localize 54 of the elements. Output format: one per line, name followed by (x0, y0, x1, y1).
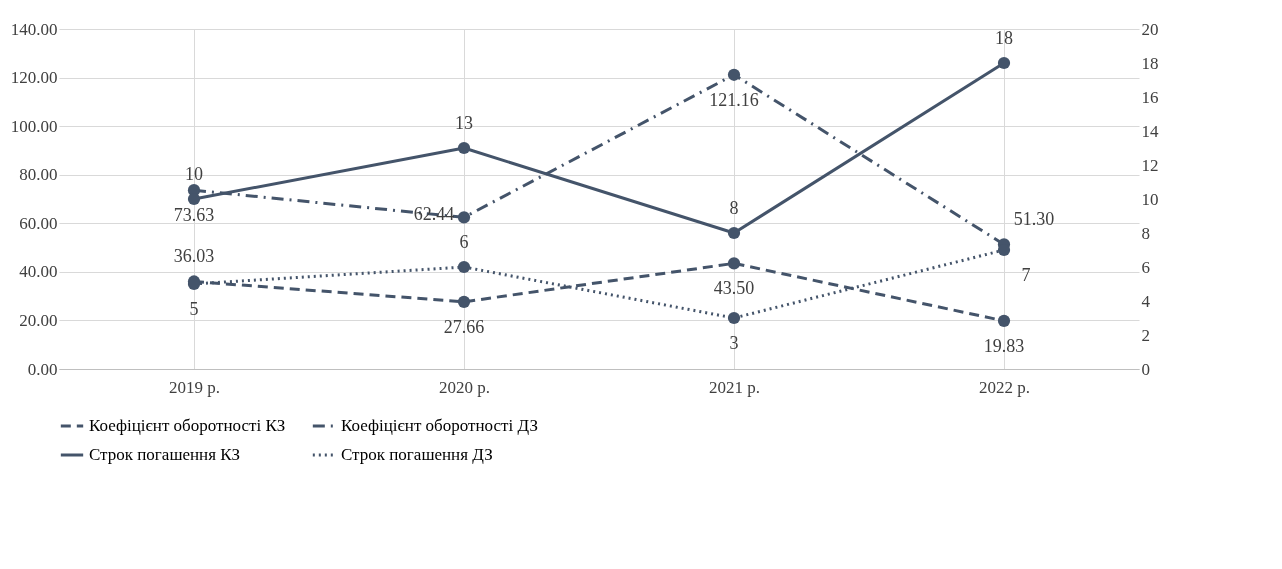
y2-tick-label: 20 (1141, 19, 1159, 39)
data-label: 5 (189, 299, 199, 319)
point (187, 192, 201, 206)
data-label: 36.03 (173, 246, 215, 267)
y-tick-label: 140.00 (10, 19, 58, 39)
y2-tick-label: 0 (1141, 359, 1150, 379)
y2-tick-label: 12 (1141, 155, 1159, 175)
y-tick-label: 60.00 (19, 213, 58, 233)
data-label: 8 (729, 198, 739, 218)
data-label: 13 (455, 113, 473, 133)
data-label: 51.30 (1013, 209, 1055, 230)
data-label: 27.66 (443, 316, 485, 337)
y2-tick-label: 2 (1141, 325, 1150, 345)
data-label: 10 (185, 164, 203, 184)
y2-tick-label: 18 (1141, 53, 1159, 73)
y-tick-label: 0.00 (27, 359, 58, 379)
data-label: 121.16 (709, 89, 759, 110)
y-tick-label: 120.00 (10, 68, 58, 88)
y-tick-label: 40.00 (19, 262, 58, 282)
data-label: 6 (459, 232, 469, 252)
y-tick-label: 80.00 (19, 165, 58, 185)
point (997, 56, 1011, 70)
x-tick-label: 2020 р. (439, 377, 490, 397)
point (727, 311, 741, 325)
legend-label: Коефіцієнт оборотності ДЗ (341, 416, 538, 435)
y2-tick-label: 10 (1141, 189, 1159, 209)
point (457, 141, 471, 155)
y2-tick-label: 6 (1141, 257, 1150, 277)
y2-tick-label: 16 (1141, 87, 1159, 107)
legend-label: Строк погашення ДЗ (341, 445, 493, 464)
data-label: 18 (995, 28, 1013, 48)
data-label: 73.63 (173, 205, 215, 226)
point (727, 68, 741, 81)
x-tick-label: 2019 р. (169, 377, 220, 397)
legend-label: Строк погашення КЗ (89, 445, 241, 464)
point (457, 260, 471, 274)
y2-tick-label: 14 (1141, 121, 1159, 141)
data-label: 7 (1021, 265, 1031, 285)
data-label: 19.83 (983, 335, 1025, 356)
point (457, 211, 471, 224)
x-tick-label: 2022 р. (979, 377, 1030, 397)
point (457, 295, 471, 308)
data-label: 62.44 (413, 204, 455, 225)
y2-tick-label: 4 (1141, 291, 1151, 311)
data-label: 3 (729, 333, 739, 353)
y-tick-label: 20.00 (19, 310, 58, 330)
x-tick-label: 2021 р. (709, 377, 760, 397)
y-tick-label: 100.00 (10, 116, 58, 136)
point (727, 257, 741, 270)
data-label: 43.50 (713, 278, 755, 299)
legend-label: Коефіцієнт оборотності КЗ (89, 416, 286, 435)
point (727, 226, 741, 240)
y2-tick-label: 8 (1141, 223, 1150, 243)
point (997, 314, 1011, 327)
